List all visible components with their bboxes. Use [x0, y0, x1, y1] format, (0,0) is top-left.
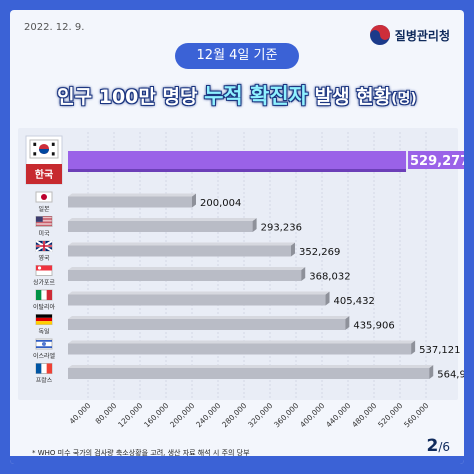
taegeuk-logo-icon	[369, 25, 390, 45]
bar	[68, 245, 291, 257]
bar	[68, 221, 253, 232]
flag-it-icon	[35, 289, 53, 301]
flag-us-icon	[35, 216, 53, 227]
bottom-strip	[10, 456, 464, 464]
highlight-label-bg	[26, 164, 62, 184]
page-total: 6	[442, 440, 450, 454]
headline-highlight: 누적 확진자	[204, 84, 308, 108]
bar	[68, 368, 430, 379]
x-tick-label: 280,000	[220, 401, 248, 429]
x-tick-label: 400,000	[298, 401, 326, 429]
infographic-card: 2022. 12. 9. 질병관리청 12월 4일 기준 인구 100만 명당 …	[10, 10, 464, 464]
value-label: 435,906	[353, 321, 394, 332]
bar-end	[192, 193, 197, 208]
x-tick-label: 480,000	[350, 401, 378, 429]
value-label: 537,121	[419, 345, 460, 356]
flag-kr-icon	[29, 139, 59, 159]
value-label-bg	[408, 151, 464, 169]
category-label: 일본	[38, 205, 50, 213]
flag-jp-icon	[35, 191, 53, 203]
bar-chart: 한국 529,277 일본 200,004 미국 293,236 영국 352,269 싱가포르…	[18, 128, 464, 429]
bar	[68, 343, 412, 355]
bar-top	[68, 291, 330, 295]
agency-name: 질병관리청	[394, 28, 450, 43]
x-tick-label: 520,000	[376, 401, 404, 429]
category-label: 미국	[38, 230, 50, 238]
agency-brand: 질병관리청	[369, 24, 450, 46]
value-label: 564,964	[437, 370, 464, 381]
bar	[68, 319, 346, 330]
x-tick-label: 160,000	[142, 401, 170, 429]
headline-suffix: 발생 현황	[307, 86, 392, 108]
bar-top	[68, 242, 295, 246]
bar	[68, 294, 326, 306]
headline-unit: (명)	[391, 91, 417, 107]
x-tick-label: 440,000	[324, 401, 352, 429]
category-label: 이탈리아	[33, 303, 56, 311]
value-label: 529,277	[410, 154, 464, 169]
bar-end	[252, 218, 257, 232]
bar	[68, 196, 193, 208]
footnote: * WHO 미수 국가의 검사량 축소상황을 고려, 생산 자료 해석 시 주의…	[32, 449, 250, 457]
x-tick-label: 320,000	[246, 401, 274, 429]
value-label: 368,032	[309, 272, 350, 283]
x-tick-label: 80,000	[93, 401, 118, 426]
category-label: 프랑스	[36, 378, 53, 385]
bar-top	[68, 218, 257, 221]
flag-il-icon	[35, 338, 53, 350]
category-label: 이스라엘	[33, 352, 56, 360]
x-tick-label: 40,000	[67, 401, 92, 426]
x-tick-label: 120,000	[116, 401, 144, 429]
bar-end	[429, 365, 434, 379]
date-label: 2022. 12. 9.	[24, 22, 85, 33]
x-tick-label: 240,000	[194, 401, 222, 429]
bar	[68, 270, 302, 281]
bar-top	[68, 365, 434, 368]
bar-highlight	[68, 151, 407, 169]
value-label: 293,236	[261, 223, 302, 234]
value-label: 352,269	[299, 247, 340, 258]
bar-end	[301, 267, 306, 281]
bar-top	[68, 340, 416, 344]
x-tick-label: 360,000	[272, 401, 300, 429]
headline-prefix: 인구 100만 명당	[57, 86, 205, 108]
bar-end	[411, 340, 416, 355]
category-label: 싱가포르	[33, 279, 56, 287]
flag-gb-icon	[35, 240, 53, 252]
page-indicator: 2/6	[426, 436, 450, 456]
value-label: 200,004	[200, 198, 241, 209]
bar-end	[290, 242, 295, 257]
bar-highlight-shadow	[68, 169, 407, 172]
value-label: 405,432	[334, 296, 375, 307]
bar-top	[68, 316, 350, 319]
bar-end	[345, 316, 350, 330]
page-current: 2	[426, 436, 439, 456]
x-tick-label: 200,000	[168, 401, 196, 429]
x-tick-label: 560,000	[402, 401, 430, 429]
chart-headline: 인구 100만 명당 누적 확진자 발생 현황(명)	[10, 80, 464, 110]
bar-end	[325, 291, 330, 306]
reference-date-pill: 12월 4일 기준	[175, 43, 299, 69]
flag-de-icon	[35, 314, 53, 325]
flag-sg-icon	[35, 265, 53, 276]
bar-top	[68, 193, 197, 197]
flag-fr-icon	[35, 363, 53, 374]
bar-top	[68, 267, 306, 270]
category-label: 독일	[38, 328, 49, 336]
category-label: 한국	[35, 169, 53, 181]
category-label: 영국	[38, 254, 50, 262]
